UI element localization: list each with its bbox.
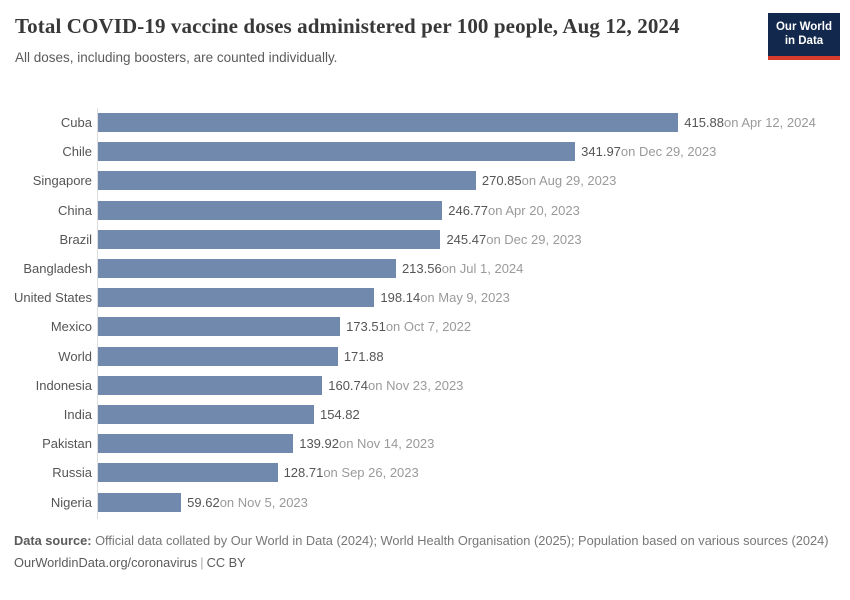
date-label: on Nov 5, 2023 bbox=[219, 494, 308, 510]
category-label: India bbox=[63, 406, 92, 422]
bar-track: 245.47 on Dec 29, 2023 bbox=[98, 229, 850, 249]
bar[interactable] bbox=[98, 288, 375, 308]
bar-row: Pakistan 139.92 on Nov 14, 2023 bbox=[0, 429, 850, 458]
category-label: Russia bbox=[52, 465, 92, 481]
bar[interactable] bbox=[98, 200, 443, 220]
bar-row: Indonesia 160.74 on Nov 23, 2023 bbox=[0, 371, 850, 400]
bar-row: Singapore 270.85 on Aug 29, 2023 bbox=[0, 166, 850, 195]
chart-subtitle: All doses, including boosters, are count… bbox=[15, 49, 338, 65]
category-label: Chile bbox=[62, 144, 92, 160]
bar[interactable] bbox=[98, 317, 341, 337]
category-label: World bbox=[58, 348, 92, 364]
bar-row: India 154.82 bbox=[0, 400, 850, 429]
value-label: 213.56 bbox=[401, 261, 442, 277]
value-label: 154.82 bbox=[319, 406, 360, 422]
category-label: Mexico bbox=[50, 319, 92, 335]
chart-footer: Data source: Official data collated by O… bbox=[14, 532, 836, 572]
bar[interactable] bbox=[98, 346, 338, 366]
bar[interactable] bbox=[98, 113, 679, 133]
value-label: 341.97 bbox=[581, 144, 621, 160]
value-label: 128.71 bbox=[283, 465, 324, 481]
date-label: on Dec 29, 2023 bbox=[620, 144, 717, 160]
chart-header: Total COVID-19 vaccine doses administere… bbox=[15, 13, 840, 65]
data-source-text: Official data collated by Our World in D… bbox=[91, 533, 829, 548]
bar[interactable] bbox=[98, 259, 396, 279]
category-label: Singapore bbox=[32, 173, 92, 189]
value-label: 160.74 bbox=[328, 377, 368, 393]
date-label: on Apr 12, 2024 bbox=[724, 115, 816, 131]
bar-row: Mexico 173.51 on Oct 7, 2022 bbox=[0, 312, 850, 341]
date-label: on Oct 7, 2022 bbox=[385, 319, 472, 335]
value-label: 171.88 bbox=[343, 348, 384, 364]
category-label: United States bbox=[13, 290, 92, 306]
category-label: Brazil bbox=[59, 231, 92, 247]
bar-row: United States 198.14 on May 9, 2023 bbox=[0, 283, 850, 312]
owid-logo-line2: in Data bbox=[784, 35, 824, 48]
bar-track: 198.14 on May 9, 2023 bbox=[98, 288, 850, 308]
bar-track: 270.85 on Aug 29, 2023 bbox=[98, 171, 850, 191]
footer-separator: | bbox=[200, 555, 204, 571]
category-label: Cuba bbox=[60, 115, 92, 131]
date-label: on Dec 29, 2023 bbox=[486, 231, 582, 247]
bar[interactable] bbox=[98, 434, 294, 454]
bar-row: World 171.88 bbox=[0, 342, 850, 371]
date-label: on Apr 20, 2023 bbox=[488, 202, 580, 218]
bar[interactable] bbox=[98, 142, 576, 162]
bar-track: 246.77 on Apr 20, 2023 bbox=[98, 200, 850, 220]
bar-track: 139.92 on Nov 14, 2023 bbox=[98, 434, 850, 454]
bar-track: 59.62 on Nov 5, 2023 bbox=[98, 492, 850, 512]
bar-track: 415.88 on Apr 12, 2024 bbox=[98, 113, 850, 133]
page-title: Total COVID-19 vaccine doses administere… bbox=[15, 14, 680, 38]
bar-row: Brazil 245.47 on Dec 29, 2023 bbox=[0, 225, 850, 254]
license-label: CC BY bbox=[206, 555, 246, 571]
value-label: 270.85 bbox=[481, 173, 522, 189]
owid-url-link[interactable]: OurWorldinData.org/coronavirus bbox=[14, 555, 198, 571]
value-label: 59.62 bbox=[187, 494, 220, 510]
bar-row: Cuba 415.88 on Apr 12, 2024 bbox=[0, 108, 850, 137]
value-label: 198.14 bbox=[380, 290, 421, 306]
bar-track: 128.71 on Sep 26, 2023 bbox=[98, 463, 850, 483]
bar-row: Nigeria 59.62 on Nov 5, 2023 bbox=[0, 487, 850, 516]
bar[interactable] bbox=[98, 492, 182, 512]
bar-row: Russia 128.71 on Sep 26, 2023 bbox=[0, 458, 850, 487]
value-label: 139.92 bbox=[299, 436, 339, 452]
value-label: 246.77 bbox=[448, 202, 489, 218]
bar-row: Chile 341.97 on Dec 29, 2023 bbox=[0, 137, 850, 166]
bar-row: Bangladesh 213.56 on Jul 1, 2024 bbox=[0, 254, 850, 283]
bar-track: 160.74 on Nov 23, 2023 bbox=[98, 375, 850, 395]
bar-chart: Cuba 415.88 on Apr 12, 2024 Chile 341.97 on D… bbox=[0, 108, 850, 519]
date-label: on Nov 23, 2023 bbox=[368, 377, 464, 393]
bar[interactable] bbox=[98, 404, 314, 424]
category-label: China bbox=[58, 202, 92, 218]
date-label: on May 9, 2023 bbox=[420, 290, 510, 306]
bar-row: China 246.77 on Apr 20, 2023 bbox=[0, 196, 850, 225]
data-source-label: Data source: bbox=[14, 533, 92, 548]
bar[interactable] bbox=[98, 229, 441, 249]
bar-track: 154.82 bbox=[98, 404, 850, 424]
footer-link-line: OurWorldinData.org/coronavirus | CC BY bbox=[14, 554, 836, 572]
value-label: 415.88 bbox=[684, 115, 724, 131]
date-label: on Jul 1, 2024 bbox=[441, 261, 524, 277]
value-label: 173.51 bbox=[346, 319, 386, 335]
bar-track: 171.88 bbox=[98, 346, 850, 366]
value-label: 245.47 bbox=[446, 231, 487, 247]
date-label: on Sep 26, 2023 bbox=[323, 465, 419, 481]
category-label: Bangladesh bbox=[23, 261, 92, 277]
bar[interactable] bbox=[98, 171, 476, 191]
owid-logo-line1: Our World bbox=[775, 21, 832, 33]
category-label: Indonesia bbox=[35, 377, 92, 393]
bar-track: 173.51 on Oct 7, 2022 bbox=[98, 317, 850, 337]
category-label: Nigeria bbox=[50, 494, 92, 510]
y-axis-line bbox=[97, 108, 98, 519]
bar[interactable] bbox=[98, 463, 278, 483]
bar-track: 341.97 on Dec 29, 2023 bbox=[98, 142, 850, 162]
category-label: Pakistan bbox=[42, 436, 92, 452]
date-label: on Nov 14, 2023 bbox=[338, 436, 435, 452]
bar-track: 213.56 on Jul 1, 2024 bbox=[98, 259, 850, 279]
owid-logo[interactable]: Our World in Data bbox=[768, 13, 840, 60]
date-label: on Aug 29, 2023 bbox=[521, 173, 617, 189]
bar[interactable] bbox=[98, 375, 323, 395]
data-source-line: Data source: Official data collated by O… bbox=[14, 532, 836, 550]
